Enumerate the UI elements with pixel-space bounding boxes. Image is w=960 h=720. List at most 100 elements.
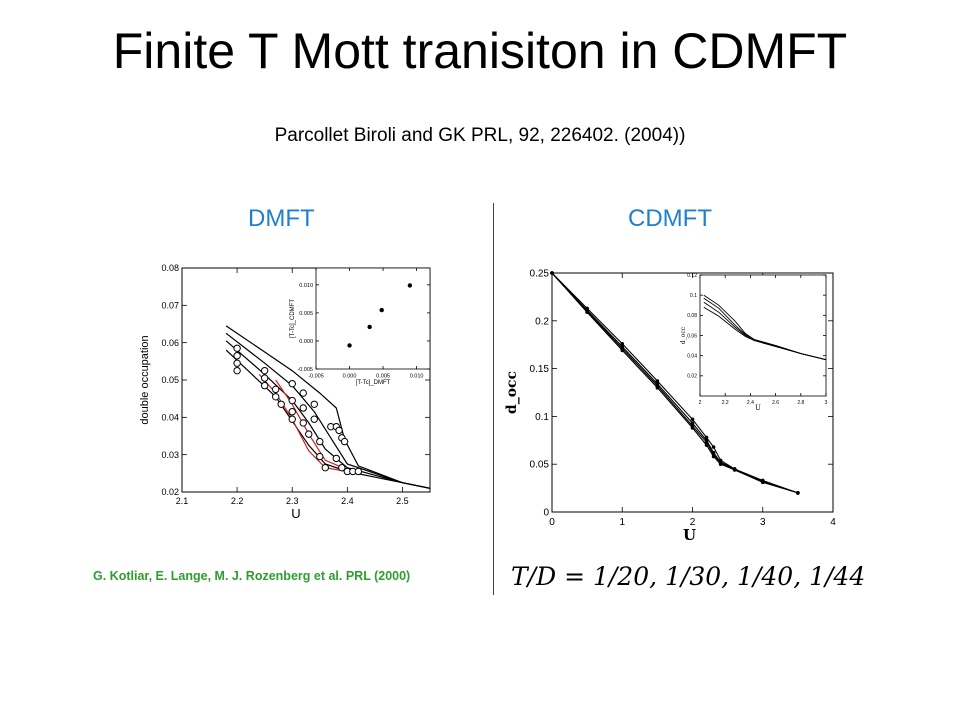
dmft-inset-x-tick-label: 0.010 — [410, 374, 424, 380]
dmft-x-tick-label: 2.5 — [396, 496, 409, 506]
dmft-data-point — [340, 437, 349, 446]
cdmft-data-point — [732, 468, 737, 472]
dmft-inset-data-point — [367, 324, 372, 330]
dmft-inset-y-tick-label: 0.000 — [299, 339, 313, 345]
cdmft-data-point — [690, 426, 695, 430]
dmft-data-point — [316, 437, 324, 446]
dmft-data-point — [335, 426, 343, 435]
dmft-y-tick-label: 0.07 — [161, 300, 179, 310]
cdmft-y-tick-label: 0.2 — [535, 316, 549, 327]
dmft-inset-data-point — [407, 283, 413, 288]
dmft-inset-plot-frame — [315, 267, 431, 370]
cdmft-inset-series-line-3 — [703, 306, 827, 361]
cdmft-y-axis-label: d_occ — [504, 371, 520, 414]
cdmft-data-point — [690, 417, 695, 422]
cdmft-data-point — [620, 348, 625, 353]
dmft-data-point — [271, 393, 280, 401]
dmft-x-tick-label: 2.1 — [176, 496, 189, 506]
dmft-data-point — [321, 464, 329, 472]
dmft-inset-data-point — [379, 307, 384, 313]
cdmft-x-tick-label: 2 — [690, 517, 696, 528]
dmft-series-line-3 — [225, 349, 431, 489]
cdmft-inset-plot-frame — [699, 274, 827, 397]
cdmft-inset-x-tick-label: 3 — [825, 400, 828, 406]
dmft-data-point — [233, 366, 241, 375]
dmft-data-point — [233, 344, 241, 352]
cdmft-inset-x-tick-label: 2.6 — [772, 400, 779, 406]
dmft-x-axis-label: U — [291, 506, 300, 521]
cdmft-inset-x-tick-label: 2.4 — [747, 400, 754, 406]
cdmft-data-point — [718, 462, 723, 467]
cdmft-data-point — [550, 271, 554, 275]
cdmft-x-tick-label: 1 — [619, 517, 625, 528]
dmft-data-point — [288, 380, 296, 388]
cdmft-y-tick-label: 0 — [543, 508, 549, 519]
cdmft-y-tick-label: 0.25 — [530, 269, 550, 280]
dmft-data-point — [233, 352, 241, 360]
dmft-x-tick-label: 2.2 — [231, 496, 244, 506]
cdmft-inset-y-tick-label: 0.04 — [687, 353, 697, 359]
cdmft-heading: CDMFT — [628, 205, 712, 232]
dmft-y-tick-label: 0.08 — [161, 263, 179, 273]
cdmft-x-tick-label: 4 — [830, 517, 836, 528]
cdmft-x-tick-label: 0 — [549, 517, 555, 528]
temperature-note: T/D = 1/20, 1/30, 1/40, 1/44 — [511, 562, 866, 591]
slide-title: Finite T Mott tranisiton in CDMFT — [112, 23, 848, 79]
cdmft-inset-y-tick-label: 0.12 — [687, 273, 697, 279]
dmft-y-tick-label: 0.05 — [161, 375, 179, 385]
dmft-y-tick-label: 0.04 — [161, 412, 179, 422]
panel-divider — [493, 203, 494, 595]
dmft-heading: DMFT — [248, 205, 315, 232]
dmft-data-point — [299, 419, 307, 427]
cdmft-inset-x-axis-label: U — [755, 404, 761, 412]
dmft-inset-y-tick-label: 0.005 — [299, 311, 313, 317]
cdmft-inset-x-tick-label: 2.2 — [722, 400, 729, 406]
dmft-y-tick-label: 0.06 — [161, 338, 179, 348]
dmft-data-point — [260, 381, 269, 390]
dmft-inset-x-tick-label: -0.005 — [308, 374, 324, 380]
dmft-data-point — [277, 400, 285, 408]
dmft-x-tick-label: 2.4 — [341, 496, 354, 506]
cdmft-inset-y-tick-label: 0.06 — [687, 333, 697, 339]
cdmft-data-point — [704, 435, 709, 440]
dmft-data-point — [260, 374, 269, 382]
cdmft-x-tick-label: 3 — [760, 517, 766, 528]
dmft-inset-x-axis-label: [T-Tc]_DMFT — [356, 380, 391, 386]
dmft-inset-x-tick-label: 0.005 — [376, 374, 390, 380]
cdmft-data-point — [711, 445, 716, 449]
cdmft-data-point — [704, 443, 709, 447]
dmft-y-tick-label: 0.03 — [161, 450, 179, 460]
dmft-citation: G. Kotliar, E. Lange, M. J. Rozenberg et… — [93, 569, 411, 583]
slide-subtitle: Parcollet Biroli and GK PRL, 92, 226402.… — [274, 125, 686, 146]
dmft-series-line-2 — [225, 340, 431, 489]
cdmft-inset-y-tick-label: 0.02 — [687, 374, 697, 380]
dmft-inset-y-tick-label: 0.010 — [299, 283, 313, 289]
cdmft-data-point — [796, 491, 800, 495]
dmft-data-point — [338, 464, 346, 472]
cdmft-data-point — [704, 440, 709, 445]
cdmft-y-tick-label: 0.1 — [535, 412, 549, 423]
cdmft-inset-x-tick-label: 2 — [699, 400, 702, 406]
dmft-data-point — [288, 408, 296, 416]
dmft-data-point — [288, 415, 296, 423]
cdmft-inset-y-tick-label: 0.08 — [687, 313, 697, 319]
dmft-y-axis-label: double occupation — [139, 335, 151, 424]
cdmft-inset-x-tick-label: 2.8 — [797, 400, 804, 406]
cdmft-inset-y-axis-label: d_occ — [680, 326, 687, 344]
dmft-data-point — [233, 359, 241, 367]
cdmft-data-point — [655, 385, 660, 390]
dmft-inset-x-tick-label: 0.000 — [343, 374, 357, 380]
cdmft-data-point — [690, 421, 695, 425]
cdmft-data-point — [760, 480, 765, 485]
cdmft-data-point — [620, 341, 625, 346]
cdmft-data-point — [711, 454, 716, 459]
dmft-inset-y-axis-label: [T-Tc]_CDMFT — [290, 299, 296, 338]
dmft-data-point — [316, 452, 324, 461]
dmft-data-point — [310, 415, 318, 423]
dmft-inset-data-point — [347, 343, 352, 348]
dmft-data-point — [305, 430, 313, 438]
cdmft-y-tick-label: 0.05 — [530, 460, 550, 471]
dmft-data-point — [288, 396, 296, 405]
cdmft-data-point — [585, 310, 589, 314]
